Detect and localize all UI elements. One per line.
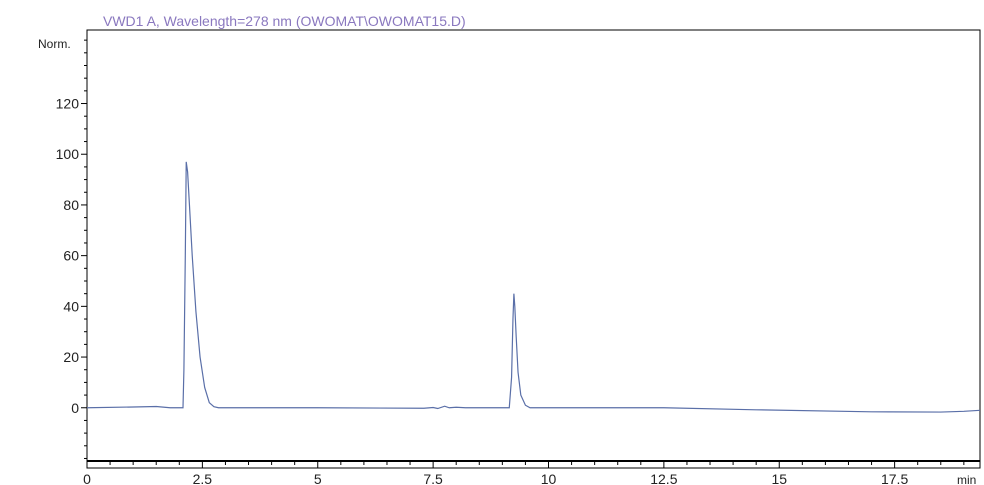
chart-title: VWD1 A, Wavelength=278 nm (OWOMAT\OWOMAT… xyxy=(103,13,466,29)
x-tick-label: 0 xyxy=(83,471,91,485)
x-axis-ticks: 0 2.5 5 7.5 10 12.5 15 17.5 xyxy=(83,461,965,485)
x-tick-label: 7.5 xyxy=(423,471,443,485)
y-tick-label: 60 xyxy=(63,248,79,264)
y-tick-label: 0 xyxy=(71,400,79,416)
y-axis-label: Norm. xyxy=(38,37,71,51)
y-tick-label: 40 xyxy=(63,298,79,314)
y-axis-ticks: 0 20 40 60 80 100 120 xyxy=(56,39,87,459)
y-tick-label: 120 xyxy=(56,96,80,112)
x-tick-label: 12.5 xyxy=(650,471,677,485)
series-line xyxy=(86,161,981,413)
x-tick-label: 17.5 xyxy=(881,471,908,485)
x-tick-label: 2.5 xyxy=(193,471,213,485)
y-tick-label: 80 xyxy=(63,197,79,213)
x-tick-label: 15 xyxy=(771,471,787,485)
y-tick-label: 100 xyxy=(56,146,80,162)
x-axis-label: min xyxy=(957,473,976,485)
y-tick-label: 20 xyxy=(63,349,79,365)
x-tick-label: 10 xyxy=(541,471,557,485)
x-tick-label: 5 xyxy=(314,471,322,485)
